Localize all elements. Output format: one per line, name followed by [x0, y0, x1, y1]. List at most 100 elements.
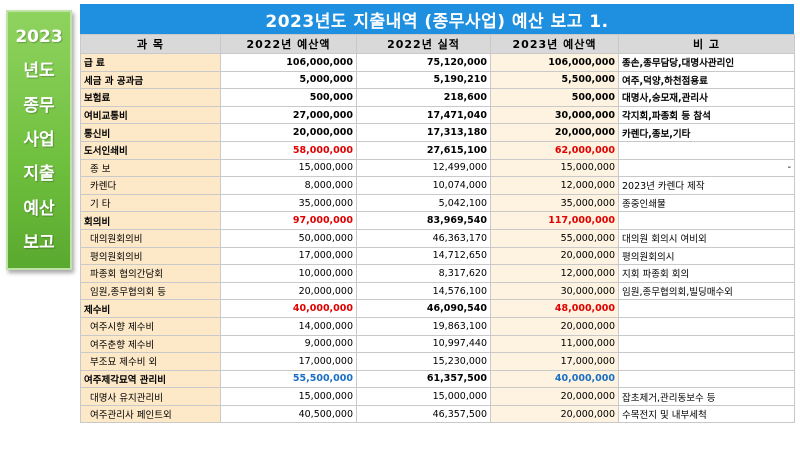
actual-2022-cell: 15,000,000	[356, 387, 491, 406]
actual-2022-cell: 5,042,100	[356, 193, 491, 213]
actual-2022-cell: 75,120,000	[356, 53, 491, 72]
note-cell: 임원,종무협의회,빌딩매수외	[618, 281, 795, 301]
sidebar-title-box: 2023 년도 종무 사업 지출 예산 보고	[6, 10, 72, 270]
budget-2023-cell: 30,000,000	[490, 281, 619, 301]
note-cell	[618, 316, 795, 336]
actual-2022-cell: 14,576,100	[356, 281, 491, 301]
table-row: 제수비 40,000,000 46,090,540 48,000,000	[80, 299, 795, 318]
note-cell: 여주,덕양,하천점용료	[618, 70, 795, 90]
table-row: 보험료 500,000 218,600 500,000 대명사,숭모재,관리사	[80, 88, 795, 107]
row-item: 종 보	[80, 158, 221, 178]
row-item: 제수비	[80, 299, 221, 318]
budget-2022-cell: 20,000,000	[220, 281, 357, 301]
col-header-actual-2022: 2022년 실적	[356, 34, 491, 54]
budget-2023-cell: 5,500,000	[490, 70, 619, 90]
row-item: 여비교통비	[80, 105, 221, 125]
table-row: 회의비 97,000,000 83,969,540 117,000,000	[80, 211, 795, 230]
actual-2022-cell: 10,074,000	[356, 176, 491, 195]
actual-2022-cell: 10,997,440	[356, 334, 491, 354]
sidebar-line: 2023	[15, 27, 63, 48]
note-cell: 종중인쇄물	[618, 193, 795, 213]
budget-2022-cell: 15,000,000	[220, 387, 357, 406]
actual-2022-cell: 46,357,500	[356, 404, 491, 424]
row-item: 임원,종무협의회 등	[80, 281, 221, 301]
budget-2023-cell: 20,000,000	[490, 316, 619, 336]
sidebar-line: 사업	[23, 129, 55, 150]
row-item: 기 타	[80, 193, 221, 213]
table-row: 부조묘 제수비 외 17,000,000 15,230,000 17,000,000	[80, 352, 795, 371]
actual-2022-cell: 19,863,100	[356, 316, 491, 336]
table-row: 여주제각묘역 관리비 55,500,000 61,357,500 40,000,000	[80, 369, 795, 389]
actual-2022-cell: 46,090,540	[356, 299, 491, 318]
table-row: 대명사 유지관리비 15,000,000 15,000,000 20,000,000 잡…	[80, 387, 795, 406]
actual-2022-cell: 218,600	[356, 88, 491, 107]
row-item: 여주관리사 페인트외	[80, 404, 221, 424]
row-item: 평의원회의비	[80, 246, 221, 266]
budget-2023-cell: 55,000,000	[490, 228, 619, 248]
actual-2022-cell: 61,357,500	[356, 369, 491, 389]
sidebar-line: 지출	[23, 164, 55, 185]
actual-2022-cell: 27,615,100	[356, 140, 491, 160]
budget-2022-cell: 20,000,000	[220, 123, 357, 142]
table-row: 평의원회의비 17,000,000 14,712,650 20,000,000 평의원회…	[80, 246, 795, 266]
col-header-budget-2023: 2023년 예산액	[490, 34, 619, 54]
note-cell	[618, 211, 795, 230]
sidebar-line: 년도	[23, 61, 55, 82]
actual-2022-cell: 17,313,180	[356, 123, 491, 142]
row-item: 통신비	[80, 123, 221, 142]
note-cell: 각지회,파종회 등 참석	[618, 105, 795, 125]
budget-2023-cell: 35,000,000	[490, 193, 619, 213]
budget-2022-cell: 35,000,000	[220, 193, 357, 213]
budget-2023-cell: 17,000,000	[490, 352, 619, 371]
note-cell	[618, 140, 795, 160]
actual-2022-cell: 15,230,000	[356, 352, 491, 371]
note-cell	[618, 369, 795, 389]
table-row: 여비교통비 27,000,000 17,471,040 30,000,000 각지회,파…	[80, 105, 795, 125]
table-row: 통신비 20,000,000 17,313,180 20,000,000 카렌다,종보,…	[80, 123, 795, 142]
budget-2022-cell: 106,000,000	[220, 53, 357, 72]
note-cell: 평의원회의시	[618, 246, 795, 266]
table-row: 여주관리사 페인트외 40,500,000 46,357,500 20,000,000…	[80, 404, 795, 424]
sidebar-line: 보고	[23, 232, 55, 253]
table-row: 임원,종무협의회 등 20,000,000 14,576,100 30,000,000…	[80, 281, 795, 301]
budget-2023-cell: 40,000,000	[490, 369, 619, 389]
budget-2023-cell: 20,000,000	[490, 123, 619, 142]
note-cell: -	[618, 158, 795, 178]
budget-2022-cell: 27,000,000	[220, 105, 357, 125]
budget-2022-cell: 17,000,000	[220, 352, 357, 371]
note-cell: 카렌다,종보,기타	[618, 123, 795, 142]
actual-2022-cell: 46,363,170	[356, 228, 491, 248]
note-cell: 지회 파종회 회의	[618, 264, 795, 283]
note-cell	[618, 299, 795, 318]
budget-2023-cell: 48,000,000	[490, 299, 619, 318]
note-cell: 종손,종무담당,대명사관리인	[618, 53, 795, 72]
budget-2023-cell: 12,000,000	[490, 176, 619, 195]
row-item: 보험료	[80, 88, 221, 107]
sidebar-line: 예산	[23, 198, 55, 219]
budget-2022-cell: 50,000,000	[220, 228, 357, 248]
budget-2022-cell: 500,000	[220, 88, 357, 107]
table-row: 여주시향 제수비 14,000,000 19,863,100 20,000,000	[80, 316, 795, 336]
budget-2022-cell: 8,000,000	[220, 176, 357, 195]
budget-2022-cell: 40,500,000	[220, 404, 357, 424]
budget-2023-cell: 15,000,000	[490, 158, 619, 178]
budget-2023-cell: 20,000,000	[490, 387, 619, 406]
table-row: 기 타 35,000,000 5,042,100 35,000,000 종중인쇄물	[80, 193, 795, 213]
budget-2023-cell: 11,000,000	[490, 334, 619, 354]
row-item: 도서인쇄비	[80, 140, 221, 160]
row-item: 세금 과 공과금	[80, 70, 221, 90]
budget-2023-cell: 20,000,000	[490, 246, 619, 266]
actual-2022-cell: 14,712,650	[356, 246, 491, 266]
note-cell: 대의원 회의시 여비외	[618, 228, 795, 248]
actual-2022-cell: 83,969,540	[356, 211, 491, 230]
budget-table: 과 목 2022년 예산액 2022년 실적 2023년 예산액 비 고 급 료…	[80, 34, 795, 424]
budget-2022-cell: 40,000,000	[220, 299, 357, 318]
sheet-title: 2023년도 지출내역 (종무사업) 예산 보고 1.	[80, 4, 794, 34]
budget-2022-cell: 15,000,000	[220, 158, 357, 178]
budget-2023-cell: 12,000,000	[490, 264, 619, 283]
row-item: 여주시향 제수비	[80, 316, 221, 336]
budget-2023-cell: 62,000,000	[490, 140, 619, 160]
budget-2022-cell: 97,000,000	[220, 211, 357, 230]
sidebar-line: 종무	[23, 95, 55, 116]
budget-2022-cell: 5,000,000	[220, 70, 357, 90]
